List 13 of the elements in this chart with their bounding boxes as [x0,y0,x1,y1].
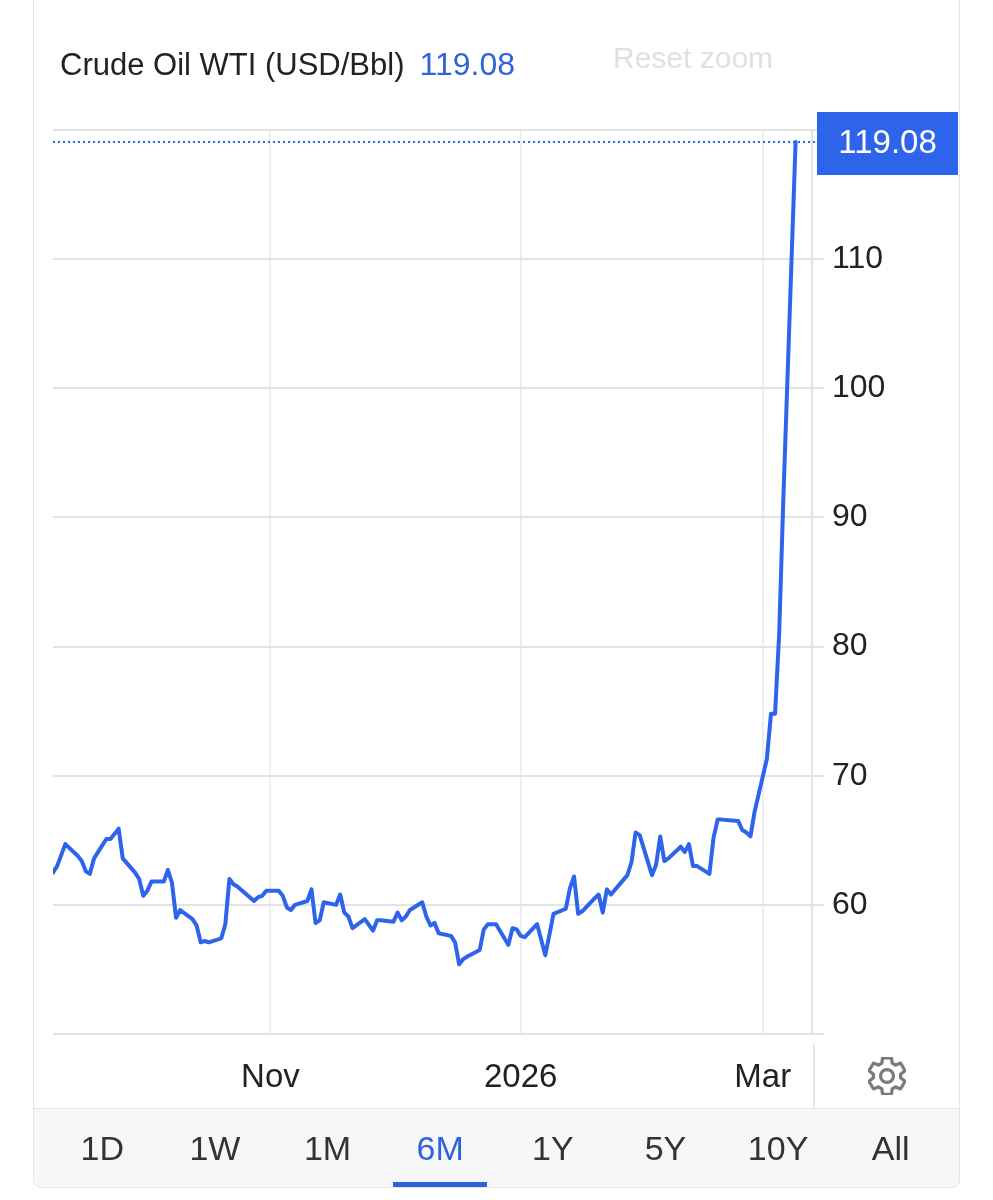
x-tick-label: Mar [734,1056,792,1094]
y-tick-label: 110 [832,238,884,275]
chart-title: Crude Oil WTI (USD/Bbl) [60,47,405,82]
y-tick-label: 100 [832,368,886,405]
range-selector: 1D 1W 1M 6M 1Y 5Y 10Y All [34,1108,959,1187]
y-tick-label: 90 [832,497,868,534]
ref-line-label: 119.08 [838,122,937,160]
y-tick-label: 80 [832,626,868,663]
y-tick-label: 60 [832,884,868,921]
x-tick-label: 2026 [484,1056,558,1094]
chart-subtitle: 119.08 [419,46,515,82]
y-tick-label: 70 [832,755,868,792]
x-tick-label: Nov [241,1056,301,1094]
